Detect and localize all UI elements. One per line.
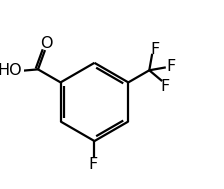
Text: HO: HO xyxy=(0,63,22,77)
Text: F: F xyxy=(160,79,170,94)
Text: O: O xyxy=(40,36,52,50)
Text: F: F xyxy=(167,59,176,74)
Text: F: F xyxy=(150,42,160,57)
Text: F: F xyxy=(88,157,97,172)
